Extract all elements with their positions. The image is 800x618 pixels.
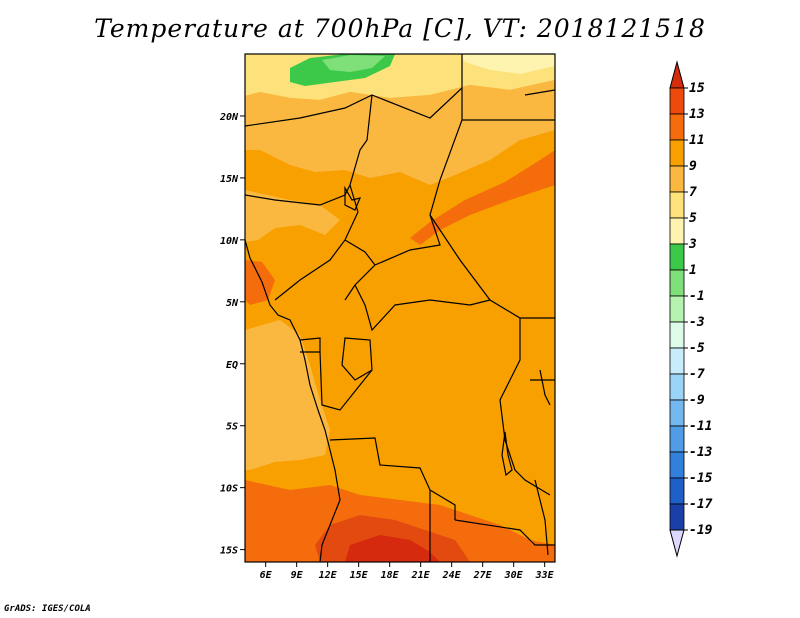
field-7-9-gabon <box>245 320 330 470</box>
colorbar-label: 7 <box>689 185 697 200</box>
colorbar-label: -7 <box>689 367 705 382</box>
colorbar-label: 1 <box>689 263 697 278</box>
colorbar: 15 13 11 9 7 5 3 1 -1 -3 -5 -7 -9 -11 -13 -15 -17 -19 <box>669 60 713 558</box>
grads-credit: GrADS: IGES/COLA <box>4 604 91 614</box>
y-tick-label: EQ <box>226 360 238 371</box>
field-7-9-west <box>245 190 340 242</box>
coastline <box>244 239 341 563</box>
colorbar-swatch <box>669 217 685 245</box>
colorbar-swatch <box>669 243 685 271</box>
y-tick-label: 5N <box>226 298 239 309</box>
x-tick-label: 18E <box>381 570 400 581</box>
field-7-9-sahel <box>245 80 555 185</box>
colorbar-label: -5 <box>689 341 705 356</box>
field-11-13-east <box>410 150 555 245</box>
map-frame <box>244 53 556 563</box>
colorbar-swatch <box>669 373 685 401</box>
y-tick-label: 20N <box>219 112 239 123</box>
x-tick-label: 33E <box>535 570 555 581</box>
colorbar-label: 11 <box>689 133 705 148</box>
colorbar-swatch <box>669 451 685 479</box>
colorbar-label: -15 <box>689 471 713 486</box>
colorbar-swatch <box>669 87 685 115</box>
colorbar-label: -11 <box>689 419 712 434</box>
colorbar-swatch <box>669 347 685 375</box>
colorbar-top-arrow <box>669 60 685 89</box>
colorbar-swatch <box>669 477 685 505</box>
colorbar-swatch <box>669 269 685 297</box>
field-3-5-north <box>460 54 555 74</box>
colorbar-label: 3 <box>688 237 697 252</box>
colorbar-label: 9 <box>689 159 697 174</box>
x-tick-label: 12E <box>319 570 338 581</box>
colorbar-label: -13 <box>689 445 713 460</box>
colorbar-label: 15 <box>689 81 705 96</box>
colorbar-swatch <box>669 425 685 453</box>
colorbar-swatch <box>669 139 685 167</box>
field-11-13-west <box>245 260 275 305</box>
x-axis-ticks: 6E 9E 12E 15E 18E 21E 24E 27E 30E 33E <box>260 562 555 581</box>
x-tick-label: 21E <box>411 570 431 581</box>
x-tick-label: 24E <box>442 570 462 581</box>
colorbar-label: -17 <box>689 497 713 512</box>
colorbar-swatch <box>669 165 685 193</box>
colorbar-swatch <box>669 321 685 349</box>
colorbar-swatch <box>669 399 685 427</box>
field-15-plus <box>345 535 440 562</box>
colorbar-label: -19 <box>689 523 713 538</box>
x-tick-label: 6E <box>260 570 273 581</box>
y-tick-label: 15S <box>220 546 238 557</box>
colorbar-label: -9 <box>689 393 705 408</box>
colorbar-label: 13 <box>689 107 705 122</box>
field-m1-1-libya <box>322 55 385 72</box>
temperature-field <box>245 54 555 562</box>
colorbar-bottom-arrow <box>669 529 685 558</box>
x-tick-label: 15E <box>350 570 369 581</box>
colorbar-swatch <box>669 191 685 219</box>
chart-title: Temperature at 700hPa [C], VT: 201812151… <box>94 14 706 43</box>
y-tick-label: 5S <box>226 422 238 433</box>
x-tick-label: 9E <box>291 570 304 581</box>
colorbar-swatch <box>669 503 685 531</box>
y-tick-label: 10S <box>220 484 238 495</box>
colorbar-swatch <box>669 113 685 141</box>
colorbar-label: -1 <box>689 289 705 304</box>
colorbar-label: -3 <box>689 315 705 330</box>
y-axis-ticks: 20N 15N 10N 5N EQ 5S 10S 15S <box>219 112 245 557</box>
x-tick-label: 30E <box>504 570 524 581</box>
colorbar-swatch <box>669 295 685 323</box>
colorbar-label: 5 <box>689 211 697 226</box>
y-tick-label: 15N <box>220 174 239 185</box>
country-borders <box>245 54 555 562</box>
x-tick-label: 27E <box>473 570 493 581</box>
y-tick-label: 10N <box>220 236 239 247</box>
